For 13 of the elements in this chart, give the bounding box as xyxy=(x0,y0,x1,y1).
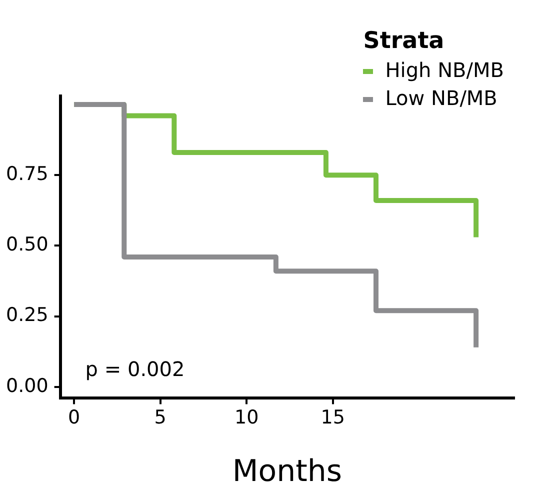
legend-title: Strata xyxy=(363,28,446,54)
x-axis-title: Months xyxy=(232,454,342,489)
legend-label: Low NB/MB xyxy=(384,85,498,112)
x-tick-label: 5 xyxy=(154,406,166,429)
annotation: p = 0.002 xyxy=(85,357,185,382)
y-tick-label: 0.50 xyxy=(6,234,48,256)
y-tick-label: 0.25 xyxy=(6,304,48,326)
legend-label: High NB/MB xyxy=(384,57,504,84)
x-tick-label: 10 xyxy=(234,406,259,429)
y-tick-label: 0.00 xyxy=(6,374,48,397)
x-tick-label: 0 xyxy=(68,406,80,429)
y-tick-label: 0.75 xyxy=(6,163,48,186)
x-tick-label: 15 xyxy=(320,406,345,429)
